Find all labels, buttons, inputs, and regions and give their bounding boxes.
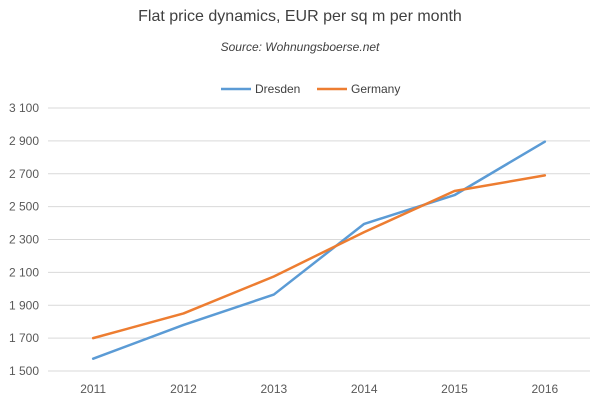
series-germany xyxy=(91,174,547,340)
y-tick-label: 1 500 xyxy=(9,364,39,378)
y-axis-ticks: 1 500 1 700 1 900 2 100 2 300 2 500 2 700 2 900… xyxy=(9,101,39,378)
legend: Dresden Germany xyxy=(221,82,400,96)
legend-label-germany: Germany xyxy=(351,82,400,96)
x-tick-label: 2016 xyxy=(531,382,558,396)
y-tick-label: 2 100 xyxy=(9,265,39,279)
series-line-dresden xyxy=(91,140,547,360)
series-line-germany xyxy=(91,174,547,340)
x-tick-label: 2013 xyxy=(260,382,287,396)
x-tick-label: 2014 xyxy=(351,382,378,396)
x-tick-label: 2012 xyxy=(170,382,197,396)
chart-title: Flat price dynamics, EUR per sq m per mo… xyxy=(138,8,462,25)
y-tick-label: 2 900 xyxy=(9,134,39,148)
gridlines xyxy=(48,107,590,372)
y-tick-label: 3 100 xyxy=(9,101,39,115)
x-tick-label: 2011 xyxy=(80,382,106,396)
series-lines xyxy=(91,140,547,360)
y-tick-label: 1 900 xyxy=(9,298,39,312)
y-tick-label: 2 300 xyxy=(9,233,39,247)
legend-label-dresden: Dresden xyxy=(255,82,300,96)
y-tick-label: 2 500 xyxy=(9,200,39,214)
series-dresden xyxy=(91,140,547,360)
x-axis-ticks: 2011 2012 2013 2014 2015 2016 xyxy=(80,382,558,396)
chart-subtitle: Source: Wohnungsboerse.net xyxy=(220,40,380,54)
y-tick-label: 1 700 xyxy=(9,331,39,345)
x-tick-label: 2015 xyxy=(441,382,468,396)
y-tick-label: 2 700 xyxy=(9,167,39,181)
